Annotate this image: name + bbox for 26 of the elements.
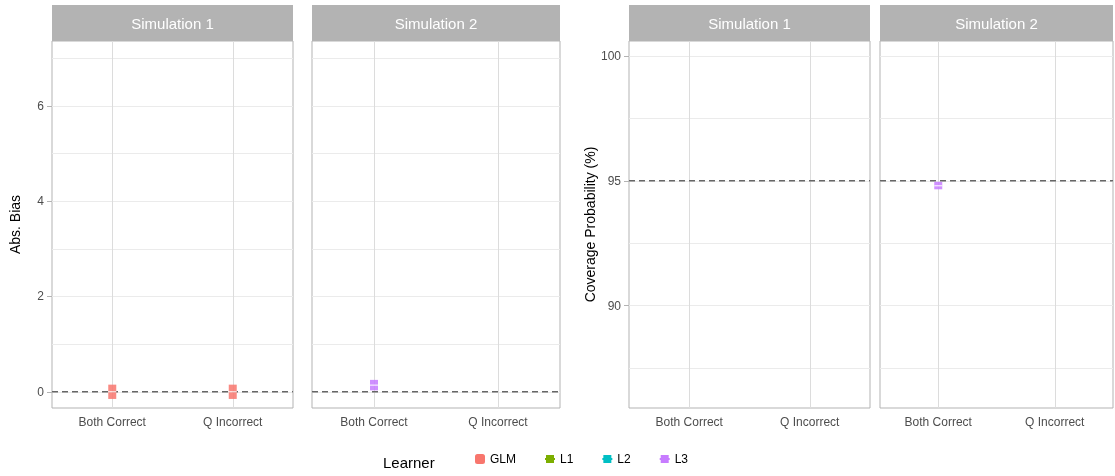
x-tick-label: Both Correct xyxy=(78,415,147,429)
y-tick-label: 2 xyxy=(37,289,45,304)
x-tick-label: Q Incorrect xyxy=(1025,415,1086,429)
y-axis-title: Abs. Bias xyxy=(7,194,23,255)
y-tick-label: 4 xyxy=(37,194,45,209)
x-tick-label: Both Correct xyxy=(904,415,973,429)
chart-title: Simulation 2 xyxy=(394,14,478,32)
y-tick-label: 95 xyxy=(607,173,622,188)
legend-label: GLM xyxy=(490,452,517,466)
x-tick-label: Both Correct xyxy=(655,415,724,429)
y-tick-label: 6 xyxy=(37,98,45,113)
x-tick-label: Q Incorrect xyxy=(780,415,841,429)
chart-title: Simulation 2 xyxy=(955,14,1038,32)
legend-label: L1 xyxy=(560,452,574,466)
x-tick-label: Q Incorrect xyxy=(468,415,529,429)
x-tick-label: Q Incorrect xyxy=(203,415,264,429)
y-axis-title: Coverage Probability (%) xyxy=(582,146,599,303)
legend-label: L2 xyxy=(617,452,632,466)
x-tick-label: Both Correct xyxy=(340,415,409,429)
legend-label: L3 xyxy=(674,452,689,466)
chart-title: Simulation 1 xyxy=(708,14,791,32)
y-tick-label: 0 xyxy=(37,384,45,399)
legend-title: Learner xyxy=(383,454,435,471)
y-tick-label: 90 xyxy=(607,298,622,313)
chart-title: Simulation 1 xyxy=(131,14,214,32)
y-tick-label: 100 xyxy=(600,48,622,63)
